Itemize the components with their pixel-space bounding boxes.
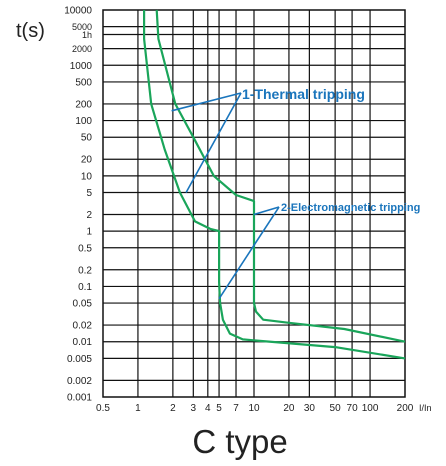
x-tick-label: 4 [205,403,211,414]
x-axis-label: I/In [419,403,432,413]
curves [143,9,406,360]
y-tick-label: 1 [86,227,92,238]
x-tick-label: 200 [397,403,414,414]
upper-curve [155,9,406,343]
x-tick-label: 10 [248,403,260,414]
x-tick-label: 70 [347,403,359,414]
y-axis-label: t(s) [16,20,45,42]
y-tick-label: 100 [75,116,92,127]
x-tick-label: 2 [170,403,176,414]
y-tick-label: 1h [82,30,92,40]
y-tick-label: 500 [75,77,92,88]
x-tick-label: 0.5 [96,403,110,414]
y-tick-label: 2000 [72,44,92,54]
y-tick-label: 200 [75,99,92,110]
x-tick-label: 7 [233,403,239,414]
x-tick-labels: 0.5 1 2 3 4 5 7 10 20 30 50 70 100 200 [96,403,414,414]
pointer-line [253,206,280,216]
x-tick-label: 3 [191,403,197,414]
lower-curve [143,10,406,360]
y-tick-label: 1000 [70,61,93,72]
y-tick-label: 0.5 [78,243,92,254]
y-tick-label: 10 [81,171,93,182]
x-tick-label: 100 [362,403,379,414]
x-tick-label: 30 [304,403,316,414]
chart-title: C type [192,423,287,460]
y-tick-label: 5 [86,188,92,199]
y-tick-label: 20 [81,155,93,166]
y-tick-label: 0.001 [67,393,92,404]
x-tick-label: 20 [283,403,295,414]
annotation-pointers [171,92,280,300]
pointer-line [171,92,242,112]
y-tick-label: 5000 [72,22,92,32]
pointer-line [218,206,280,300]
annotation-electromagnetic: 2-Electromagnetic tripping [281,202,420,214]
y-tick-label: 0.01 [73,337,93,348]
y-tick-label: 0.05 [73,299,93,310]
x-tick-label: 50 [330,403,342,414]
y-tick-label: 0.002 [67,376,92,387]
y-tick-label: 10000 [64,6,92,17]
y-tick-label: 0.1 [78,282,92,293]
x-tick-label: 5 [216,403,222,414]
annotation-thermal: 1-Thermal tripping [242,86,365,102]
y-tick-label: 0.2 [78,265,92,276]
y-tick-label: 50 [81,133,93,144]
y-tick-label: 0.02 [73,321,93,332]
y-tick-label: 2 [86,210,92,221]
x-tick-label: 1 [135,403,141,414]
y-tick-label: 0.005 [67,354,92,365]
pointer-line [185,92,242,193]
